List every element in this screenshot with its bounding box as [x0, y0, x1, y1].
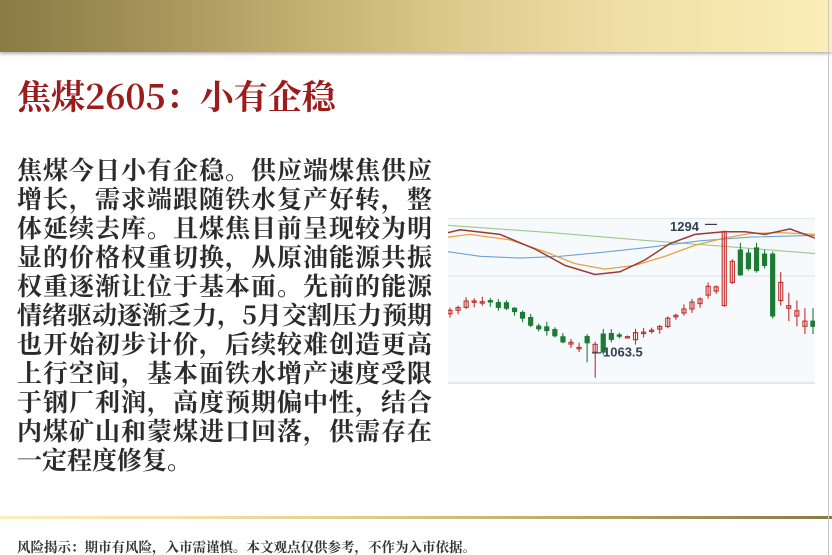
svg-text:1294: 1294	[670, 219, 700, 234]
svg-text:1063.5: 1063.5	[603, 345, 643, 360]
